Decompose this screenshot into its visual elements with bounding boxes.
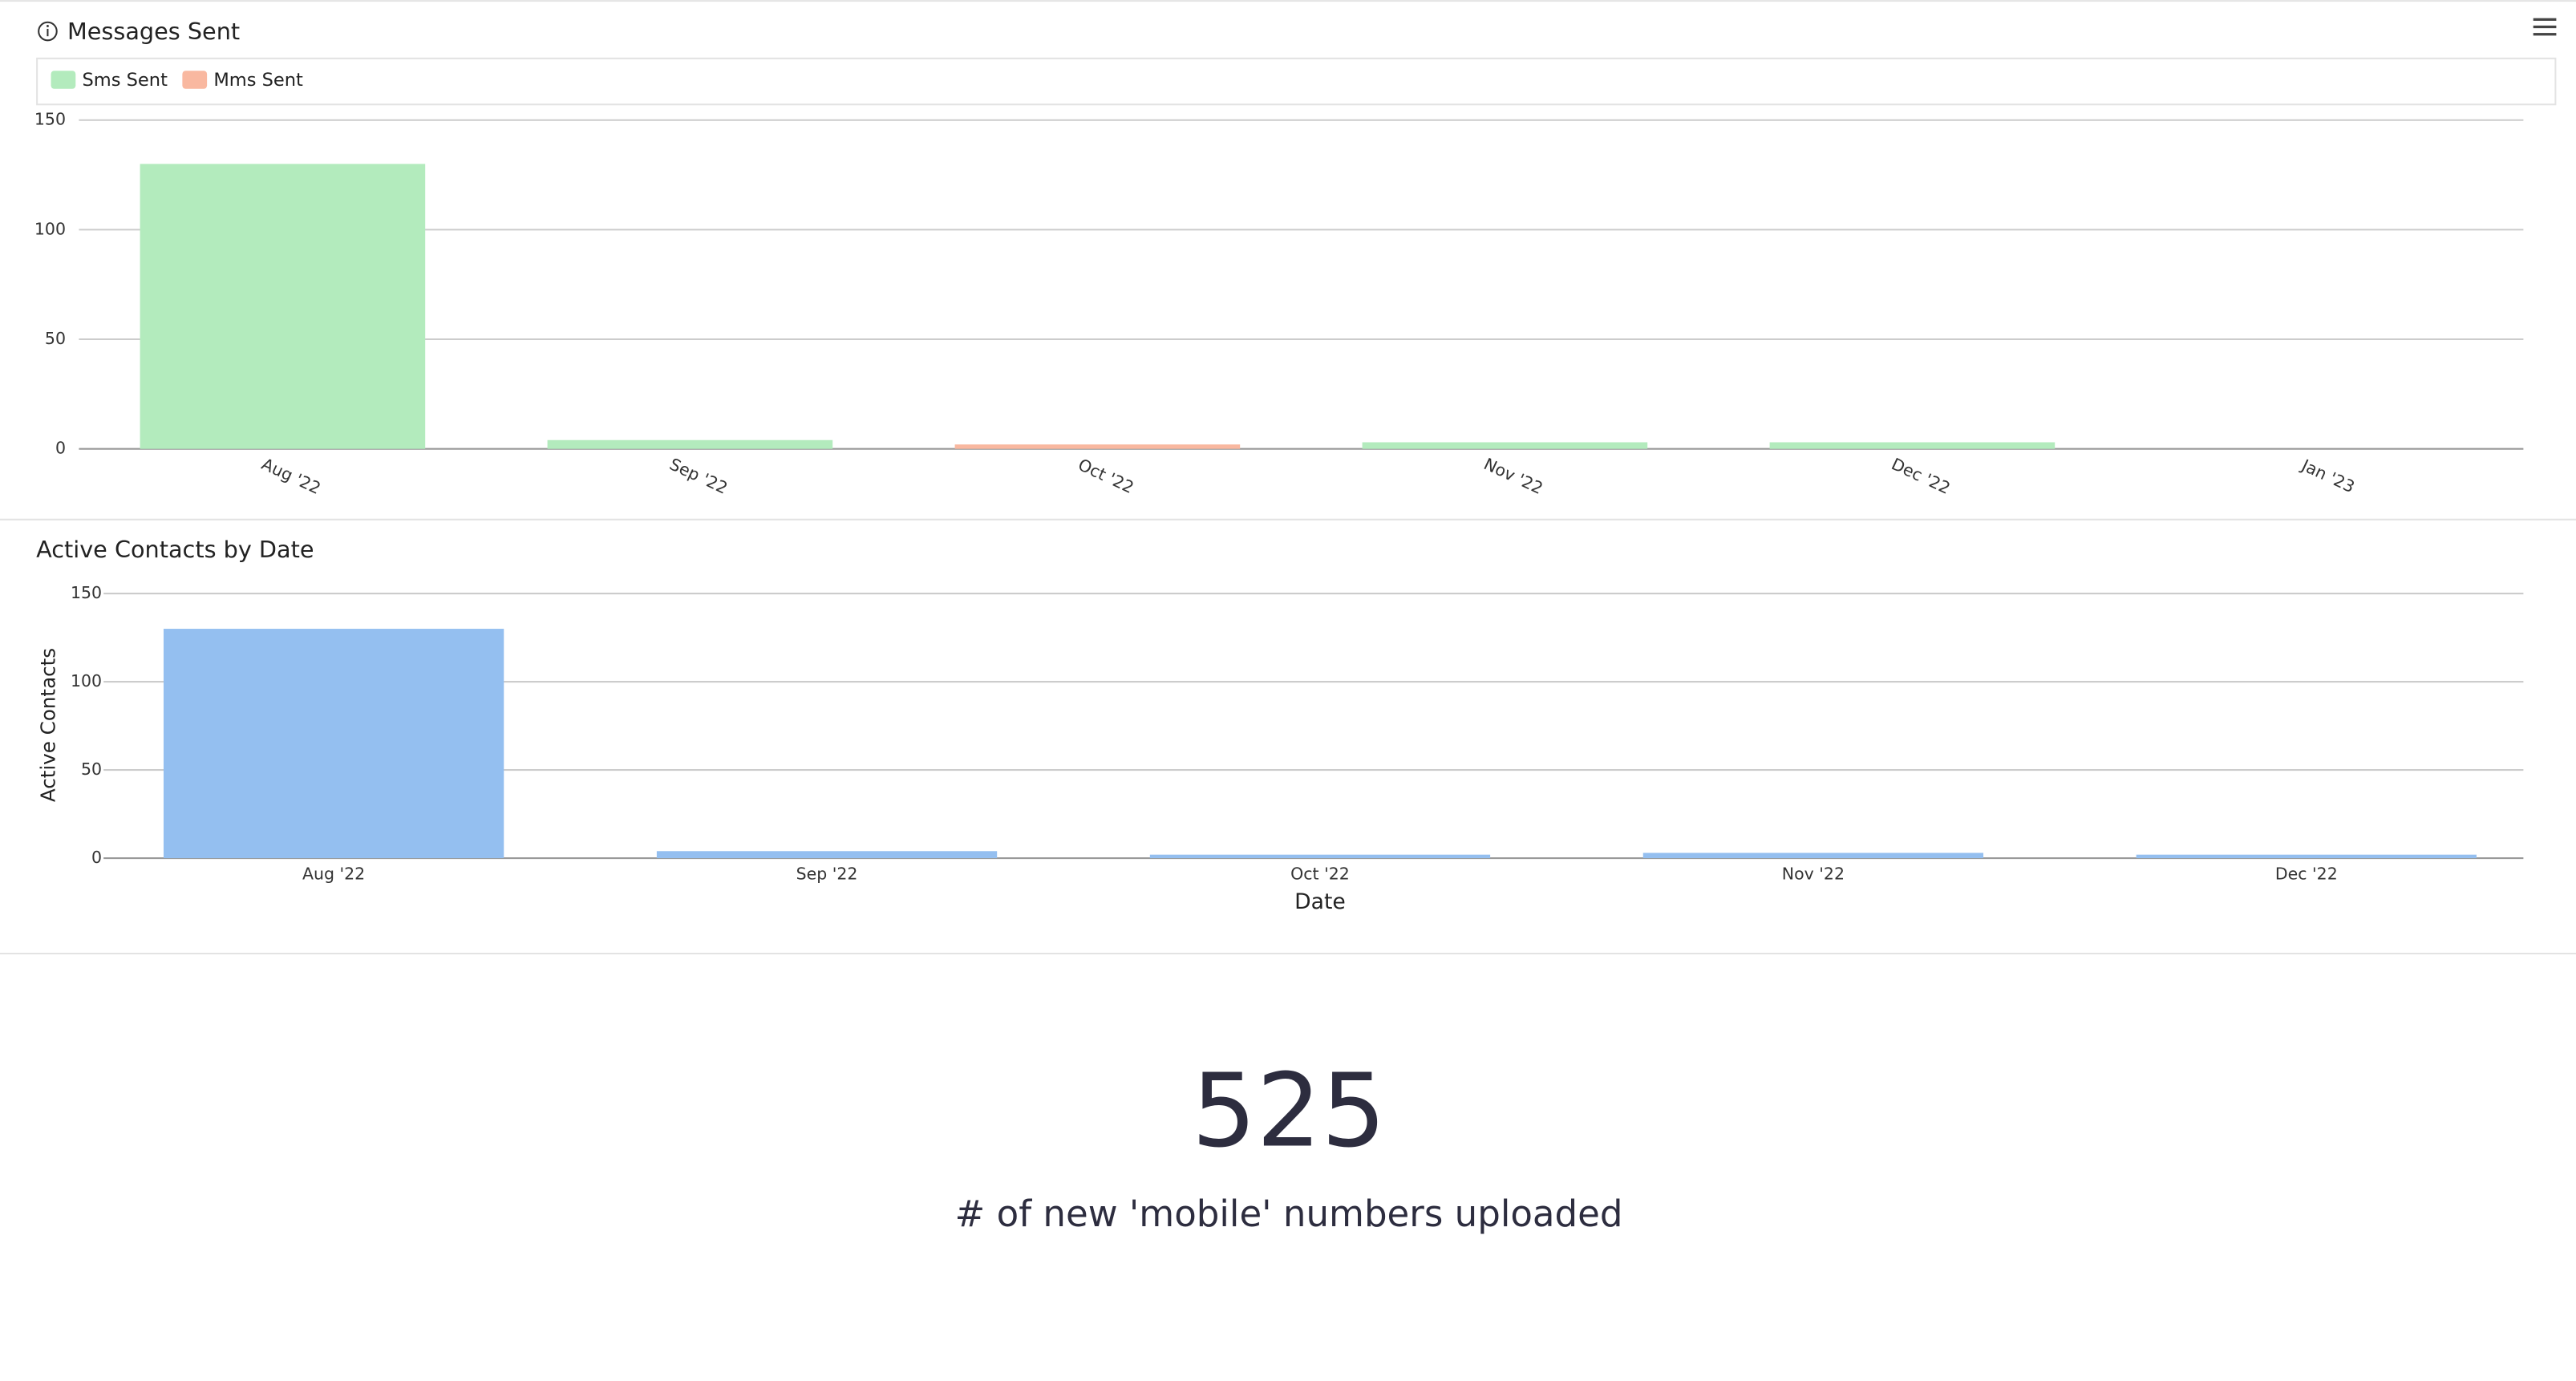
info-icon-dot (47, 25, 49, 27)
legend-label: Sms Sent (82, 70, 168, 91)
info-icon[interactable] (38, 21, 58, 42)
chart-title: Messages Sent (67, 18, 240, 45)
legend-swatch (182, 71, 208, 89)
bar (954, 444, 1241, 449)
y-tick-label: 150 (71, 583, 102, 602)
x-tick-label: Oct '22 (1290, 865, 1350, 884)
y-tick-label: 150 (34, 110, 66, 129)
bar (656, 851, 998, 859)
legend-box (36, 57, 2557, 106)
menu-bar (2533, 33, 2557, 36)
kpi-value: 525 (1192, 1051, 1387, 1170)
bar (1149, 854, 1491, 859)
x-axis-label: Date (1294, 889, 1346, 914)
bar (1642, 852, 1984, 859)
y-tick-label: 0 (55, 439, 66, 458)
bar (547, 439, 833, 449)
menu-bar (2533, 25, 2557, 29)
x-tick-label: Dec '22 (2275, 865, 2338, 884)
legend-label: Mms Sent (213, 70, 303, 91)
bar (2136, 854, 2477, 859)
y-tick-label: 50 (45, 329, 66, 348)
legend-swatch (51, 71, 76, 89)
x-tick-label: Aug '22 (302, 865, 365, 884)
bar (1362, 442, 1648, 449)
x-tick-label: Sep '22 (796, 865, 858, 884)
bar (163, 629, 504, 859)
y-axis-label: Active Contacts (36, 648, 59, 802)
menu-icon[interactable] (2533, 18, 2557, 36)
y-tick-label: 50 (81, 759, 102, 779)
chart-title: Active Contacts by Date (36, 536, 314, 563)
bar (140, 164, 426, 449)
bar (1769, 442, 2056, 449)
menu-bar (2533, 18, 2557, 21)
y-tick-label: 0 (91, 848, 102, 867)
y-tick-label: 100 (71, 671, 102, 690)
y-tick-label: 100 (34, 219, 66, 238)
kpi-label: # of new 'mobile' numbers uploaded (955, 1193, 1623, 1235)
x-tick-label: Nov '22 (1782, 865, 1845, 884)
